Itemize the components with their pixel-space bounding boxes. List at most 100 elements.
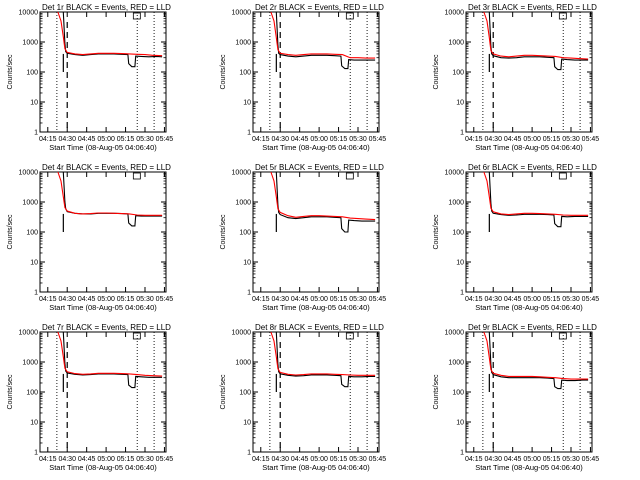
y-tick-label: 1	[460, 450, 464, 457]
y-tick-label: 10	[243, 260, 251, 267]
y-tick-label: 1000	[235, 40, 251, 47]
x-tick-label: 04:45	[291, 296, 309, 303]
x-tick-label: 05:45	[582, 136, 600, 143]
y-tick-label: 1000	[448, 40, 464, 47]
detector-panel-3: Det 3r BLACK = Events, RED = LLD 1 10 100 10…	[433, 3, 599, 152]
panel-title: Det 9r BLACK = Events, RED = LLD	[468, 323, 597, 332]
events-series-line	[488, 171, 589, 228]
panel-grid: Det 1r BLACK = Events, RED = LLD11010010…	[7, 3, 599, 472]
top-square-marker	[132, 12, 141, 20]
x-tick-label: 05:45	[156, 456, 174, 463]
x-tick-label: 05:45	[369, 136, 387, 143]
y-tick-label: 10	[30, 260, 38, 267]
y-axis-label: Counts/sec	[220, 54, 227, 90]
top-square-marker	[132, 332, 141, 340]
y-tick-label: 1	[247, 130, 251, 137]
x-tick-label: 04:15	[39, 296, 57, 303]
lld-series-line	[483, 331, 589, 380]
x-tick-label: 05:00	[523, 296, 541, 303]
panel-title: Det 4r BLACK = Events, RED = LLD	[42, 163, 171, 172]
detector-panel-4: Det 4r BLACK = Events, RED = LLD 1 10 100 10…	[7, 163, 173, 312]
y-axis-label: Counts/sec	[220, 374, 227, 410]
events-series-line	[275, 331, 376, 388]
panel-title: Det 8r BLACK = Events, RED = LLD	[255, 323, 384, 332]
y-tick-label: 100	[239, 230, 251, 237]
x-axis-label: Start Time (08-Aug-05 04:06:40)	[49, 463, 157, 472]
lld-series-line	[57, 11, 163, 57]
y-tick-label: 1000	[235, 200, 251, 207]
panel-title: Det 7r BLACK = Events, RED = LLD	[42, 323, 171, 332]
x-tick-label: 05:45	[156, 136, 174, 143]
x-tick-label: 04:30	[271, 136, 289, 143]
y-tick-label: 10000	[232, 330, 252, 337]
x-tick-label: 05:15	[543, 296, 561, 303]
x-tick-label: 04:15	[39, 456, 57, 463]
x-tick-label: 05:15	[543, 456, 561, 463]
y-tick-label: 1	[247, 450, 251, 457]
x-tick-label: 04:45	[78, 296, 96, 303]
y-tick-label: 1	[247, 290, 251, 297]
events-series-line	[62, 331, 163, 389]
x-tick-label: 05:30	[136, 456, 154, 463]
x-tick-label: 05:15	[117, 296, 135, 303]
x-tick-label: 04:30	[58, 136, 76, 143]
x-tick-label: 05:00	[523, 456, 541, 463]
y-tick-label: 100	[26, 390, 38, 397]
x-tick-label: 05:30	[562, 456, 580, 463]
top-square-marker	[345, 332, 354, 340]
lld-series-line	[483, 171, 589, 216]
detector-panel-1: Det 1r BLACK = Events, RED = LLD 1 10 100 10…	[7, 3, 173, 152]
y-tick-label: 10000	[19, 170, 39, 177]
lld-series-line	[483, 11, 589, 60]
panel-title: Det 2r BLACK = Events, RED = LLD	[255, 3, 384, 12]
x-tick-label: 05:30	[349, 456, 367, 463]
x-tick-label: 05:45	[582, 296, 600, 303]
x-tick-label: 04:30	[484, 296, 502, 303]
y-tick-label: 100	[239, 390, 251, 397]
top-square-marker	[558, 332, 567, 340]
y-tick-label: 1000	[448, 200, 464, 207]
x-tick-label: 04:30	[484, 456, 502, 463]
lld-series-line	[270, 11, 376, 59]
y-tick-label: 1000	[235, 360, 251, 367]
x-tick-label: 05:15	[330, 456, 348, 463]
x-tick-label: 04:30	[58, 296, 76, 303]
lld-series-line	[57, 171, 163, 216]
y-tick-label: 100	[452, 230, 464, 237]
detector-panel-7: Det 7r BLACK = Events, RED = LLD 1 10 100 10…	[7, 323, 173, 472]
x-tick-label: 04:45	[291, 456, 309, 463]
x-tick-label: 05:30	[136, 136, 154, 143]
panel-title: Det 6r BLACK = Events, RED = LLD	[468, 163, 597, 172]
x-tick-label: 05:30	[349, 136, 367, 143]
x-tick-label: 05:00	[97, 296, 115, 303]
y-tick-label: 10000	[445, 330, 465, 337]
y-tick-label: 1000	[22, 40, 38, 47]
detector-panel-5: Det 5r BLACK = Events, RED = LLD 1 10 100 10…	[220, 163, 386, 312]
x-tick-label: 04:15	[465, 456, 483, 463]
x-axis-label: Start Time (08-Aug-05 04:06:40)	[262, 463, 370, 472]
y-tick-label: 10	[30, 100, 38, 107]
detector-panel-2: Det 2r BLACK = Events, RED = LLD 1 10 100 10…	[220, 3, 386, 152]
x-tick-label: 05:45	[369, 296, 387, 303]
y-tick-label: 10	[30, 420, 38, 427]
y-tick-label: 10	[243, 420, 251, 427]
x-tick-label: 05:15	[330, 136, 348, 143]
y-tick-label: 1000	[448, 360, 464, 367]
y-tick-label: 100	[26, 230, 38, 237]
x-tick-label: 05:30	[136, 296, 154, 303]
detector-panel-8: Det 8r BLACK = Events, RED = LLD 1 10 100 10…	[220, 323, 386, 472]
lld-series-line	[57, 331, 163, 377]
x-tick-label: 05:00	[310, 456, 328, 463]
y-axis-label: Counts/sec	[7, 214, 14, 250]
x-tick-label: 04:15	[465, 296, 483, 303]
y-tick-label: 1	[34, 290, 38, 297]
y-axis-label: Counts/sec	[7, 54, 14, 90]
x-tick-label: 04:45	[78, 136, 96, 143]
x-tick-label: 04:30	[271, 456, 289, 463]
x-axis-label: Start Time (08-Aug-05 04:06:40)	[475, 143, 583, 152]
y-axis-label: Counts/sec	[433, 374, 440, 410]
x-tick-label: 04:45	[504, 296, 522, 303]
events-series-line	[62, 11, 163, 68]
